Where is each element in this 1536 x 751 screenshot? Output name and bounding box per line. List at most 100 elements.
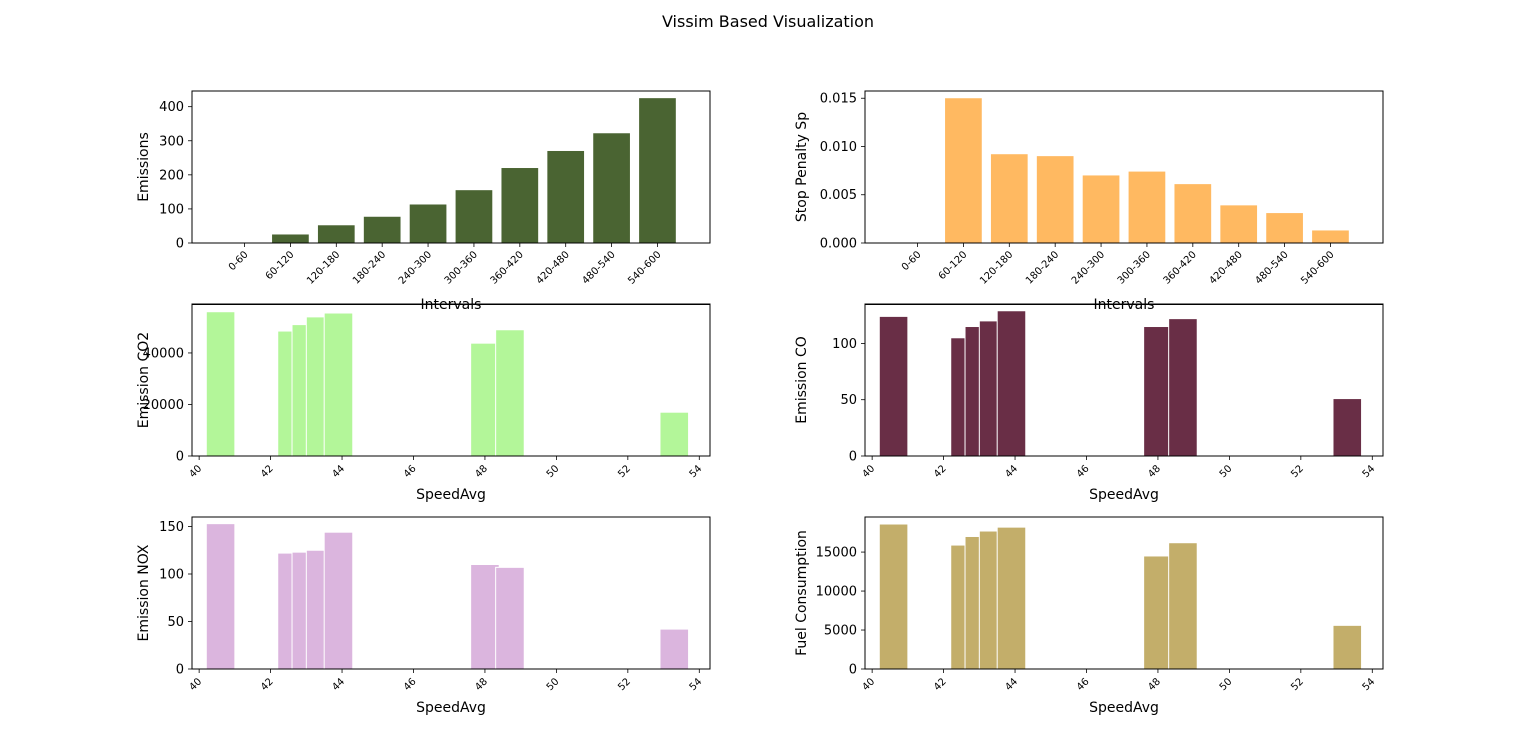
y-tick-label: 100 — [159, 568, 184, 583]
y-tick-label: 0.005 — [820, 188, 857, 203]
x-tick-label: 50 — [1218, 463, 1235, 480]
x-tick-label: 360-420 — [1162, 249, 1199, 286]
bar-60-120 — [272, 234, 309, 243]
x-tick-label: 42 — [932, 676, 949, 693]
x-tick-label: 54 — [1361, 463, 1378, 480]
bar-480-540 — [593, 133, 630, 243]
subplot-4: 40 42 44 46 48 50 52 54 0 50 100 Emission CO SpeedAv… — [794, 303, 1384, 503]
axes-frame — [191, 303, 711, 457]
x-tick-label: 44 — [330, 463, 347, 480]
bar-180-240 — [1036, 156, 1074, 243]
bar-120-180 — [317, 225, 355, 243]
y-tick-label: 40000 — [143, 346, 184, 361]
subplot-6: 40 42 44 46 48 50 52 54 0 5000 10000 15000 Fuel Cons… — [794, 516, 1384, 716]
x-tick-label: 50 — [545, 676, 562, 693]
x-tick-label: 540-600 — [1299, 249, 1336, 286]
x-tick-label: 44 — [1003, 463, 1020, 480]
figure-title: Vissim Based Visualization — [661, 12, 875, 31]
bar — [996, 310, 1027, 457]
x-axis-label: SpeedAvg — [1089, 700, 1159, 716]
x-tick-label: 48 — [473, 463, 490, 480]
x-tick-label: 180-240 — [351, 249, 388, 286]
bar-360-420 — [1174, 184, 1212, 243]
x-axis-label: SpeedAvg — [416, 700, 486, 716]
x-tick-label: 480-540 — [580, 249, 617, 286]
x-tick-label: 0-60 — [900, 249, 924, 273]
x-tick-label: 48 — [1146, 676, 1163, 693]
y-tick-label: 5000 — [824, 624, 857, 639]
bar — [996, 526, 1027, 670]
bar-300-360 — [1128, 171, 1166, 243]
x-tick-label: 40 — [187, 463, 204, 480]
x-axis-label: SpeedAvg — [1089, 487, 1159, 503]
y-tick-label: 0.010 — [820, 140, 857, 155]
y-tick-label: 50 — [167, 615, 184, 630]
bar — [1332, 624, 1363, 670]
x-tick-label: 54 — [688, 676, 705, 693]
bar — [878, 315, 909, 457]
y-axis-label: Emission NOX — [136, 544, 152, 641]
y-axis-label: Fuel Consumption — [794, 530, 810, 656]
x-tick-label: 44 — [330, 676, 347, 693]
bar — [205, 523, 236, 670]
y-tick-label: 10000 — [816, 585, 857, 600]
y-tick-label: 0 — [176, 237, 184, 252]
x-tick-label: 46 — [402, 676, 419, 693]
y-axis-label: Stop Penalty Sp — [794, 112, 810, 222]
bar-60-120 — [945, 98, 982, 243]
bar-360-420 — [501, 168, 539, 243]
x-tick-label: 46 — [402, 463, 419, 480]
x-tick-label: 50 — [1218, 676, 1235, 693]
y-tick-label: 100 — [159, 202, 184, 217]
x-tick-label: 46 — [1075, 676, 1092, 693]
subplot-2: 0-60 60-120 120-180 180-240 240-300 300-360 36… — [794, 90, 1384, 313]
x-tick-label: 480-540 — [1253, 249, 1290, 286]
x-tick-label: 120-180 — [305, 249, 342, 286]
bar-120-180 — [990, 154, 1028, 243]
bar — [323, 312, 354, 457]
y-tick-label: 50 — [840, 393, 857, 408]
bar-180-240 — [363, 216, 401, 243]
axes-frame — [191, 90, 711, 244]
x-tick-label: 44 — [1003, 676, 1020, 693]
bar — [1332, 398, 1363, 457]
x-tick-label: 180-240 — [1024, 249, 1061, 286]
bar-420-480 — [547, 150, 585, 243]
y-axis-label: Emission CO2 — [136, 332, 152, 428]
y-tick-label: 400 — [159, 100, 184, 115]
y-tick-label: 0.000 — [820, 237, 857, 252]
bar — [495, 566, 525, 670]
axes-frame-top-edge — [865, 304, 1383, 305]
axes-frame — [191, 516, 711, 670]
axes-frame — [864, 516, 1384, 670]
bar-240-300 — [409, 204, 447, 243]
bar-300-360 — [455, 190, 493, 243]
x-tick-label: 360-420 — [489, 249, 526, 286]
y-tick-label: 150 — [159, 520, 184, 535]
y-tick-label: 0 — [176, 663, 184, 678]
bar-480-540 — [1266, 213, 1303, 243]
bar — [659, 411, 690, 457]
bar — [878, 523, 909, 670]
x-tick-label: 42 — [259, 463, 276, 480]
x-tick-label: 540-600 — [626, 249, 663, 286]
x-tick-label: 0-60 — [227, 249, 251, 273]
y-tick-label: 15000 — [816, 546, 857, 561]
y-tick-label: 100 — [832, 337, 857, 352]
bar — [1168, 318, 1198, 457]
y-axis-label: Emission CO — [794, 336, 810, 424]
x-tick-label: 120-180 — [978, 249, 1015, 286]
y-tick-label: 0 — [849, 663, 857, 678]
x-tick-label: 60-120 — [264, 249, 297, 282]
x-tick-label: 50 — [545, 463, 562, 480]
x-tick-label: 40 — [860, 463, 877, 480]
bar — [205, 311, 236, 457]
bar — [1143, 555, 1173, 670]
x-tick-label: 240-300 — [397, 249, 434, 286]
x-axis-label: SpeedAvg — [416, 487, 486, 503]
bar-540-600 — [1312, 230, 1349, 243]
x-tick-label: 300-360 — [1116, 249, 1153, 286]
bar — [323, 531, 354, 670]
x-tick-label: 42 — [259, 676, 276, 693]
